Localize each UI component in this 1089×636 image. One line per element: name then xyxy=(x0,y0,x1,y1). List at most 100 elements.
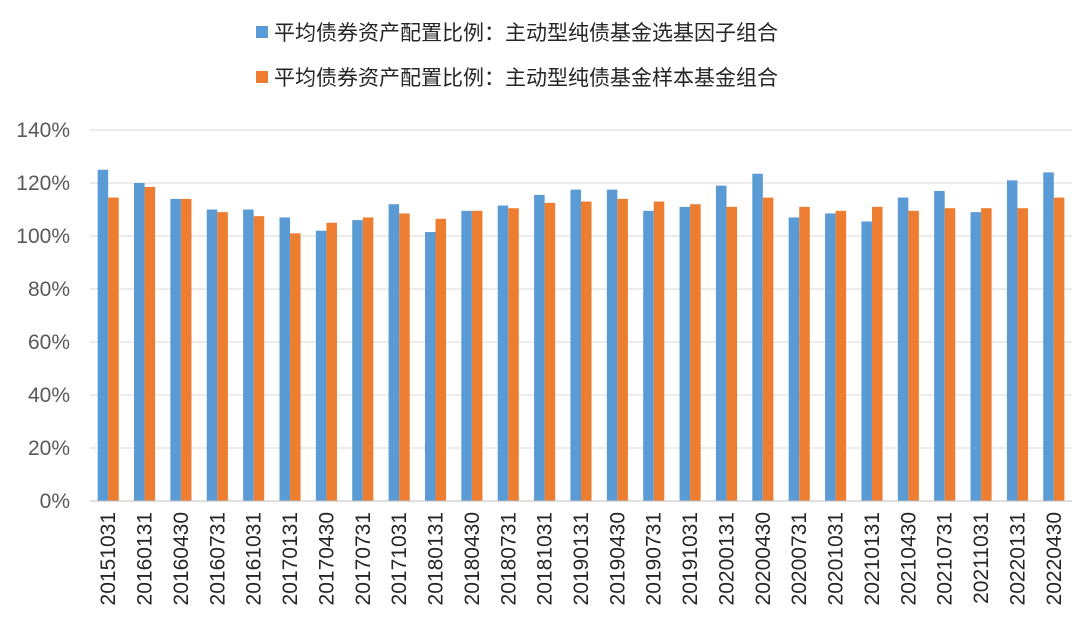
bar-series-1 xyxy=(170,198,181,501)
legend: 平均债券资产配置比例：主动型纯债基金选基因子组合 平均债券资产配置比例：主动型纯… xyxy=(256,21,778,90)
x-tick-label: 20191031 xyxy=(679,512,702,605)
x-tick-label: 20171031 xyxy=(388,512,411,605)
x-tick-label: 20220131 xyxy=(1006,512,1029,605)
x-axis: 20151031 20160131 20160430 20160731 20161031… xyxy=(97,512,1066,605)
bar-series-1 xyxy=(1006,180,1018,501)
bar-series-2 xyxy=(871,206,883,501)
y-tick-label: 120% xyxy=(16,172,70,195)
x-tick-label: 20180731 xyxy=(497,512,520,605)
y-tick-label: 20% xyxy=(28,437,70,460)
bar-series-1 xyxy=(534,194,545,501)
bars xyxy=(97,169,1065,502)
x-tick-label: 20201031 xyxy=(825,512,848,605)
bar-series-1 xyxy=(606,189,618,502)
x-tick-label: 20181031 xyxy=(534,512,557,605)
bar-series-1 xyxy=(388,204,400,501)
bar-series-1 xyxy=(497,205,509,501)
x-tick-label: 20220430 xyxy=(1043,512,1066,605)
legend-swatch-series-1 xyxy=(256,26,268,38)
bar-series-2 xyxy=(399,213,410,501)
bar-series-1 xyxy=(570,189,581,502)
x-tick-label: 20190430 xyxy=(606,512,629,605)
x-tick-label: 20190731 xyxy=(643,512,666,605)
bar-series-2 xyxy=(653,201,665,502)
bar-series-1 xyxy=(352,220,363,501)
bar-series-1 xyxy=(134,183,145,501)
x-tick-label: 20200131 xyxy=(715,512,738,605)
y-tick-label: 80% xyxy=(28,278,70,301)
bar-series-2 xyxy=(690,204,701,501)
bar-series-2 xyxy=(290,233,301,501)
bar-series-1 xyxy=(279,217,291,501)
bar-series-2 xyxy=(1017,208,1028,501)
bar-series-1 xyxy=(461,210,472,501)
bar-series-2 xyxy=(726,206,738,501)
bar-series-1 xyxy=(1043,172,1054,501)
bar-series-2 xyxy=(144,186,156,502)
bar-series-2 xyxy=(799,206,810,501)
bar-series-2 xyxy=(108,197,119,501)
y-tick-label: 60% xyxy=(28,331,70,354)
bar-series-2 xyxy=(944,208,956,501)
bar-series-2 xyxy=(835,210,847,501)
bar-series-1 xyxy=(679,206,691,501)
x-tick-label: 20200731 xyxy=(788,512,811,605)
bar-series-2 xyxy=(471,210,483,501)
legend-swatch-series-2 xyxy=(256,71,268,83)
x-tick-label: 20210430 xyxy=(897,512,920,605)
y-tick-label: 100% xyxy=(16,225,70,248)
x-tick-label: 20151031 xyxy=(97,512,120,605)
x-tick-label: 20211031 xyxy=(970,512,993,604)
x-tick-label: 20210131 xyxy=(861,512,884,605)
x-tick-label: 20180430 xyxy=(461,512,484,605)
legend-entry-series-2: 平均债券资产配置比例：主动型纯债基金样本基金组合 xyxy=(256,66,778,90)
legend-label-series-2: 平均债券资产配置比例：主动型纯债基金样本基金组合 xyxy=(274,66,778,90)
bar-series-1 xyxy=(243,209,254,501)
x-tick-label: 20161031 xyxy=(243,512,266,605)
x-tick-label: 20210731 xyxy=(934,512,957,605)
x-tick-label: 20170731 xyxy=(352,512,375,605)
bar-series-1 xyxy=(715,185,727,501)
bar-series-2 xyxy=(617,198,628,501)
bar-series-2 xyxy=(217,212,228,501)
bar-series-1 xyxy=(897,197,909,501)
bar-series-2 xyxy=(981,208,992,501)
y-tick-label: 40% xyxy=(28,384,70,407)
bar-series-2 xyxy=(581,201,592,502)
bar-series-1 xyxy=(97,169,109,501)
bar-series-1 xyxy=(788,217,800,501)
bar-series-2 xyxy=(253,216,265,502)
bar-series-1 xyxy=(424,232,436,501)
bar-series-1 xyxy=(752,173,763,502)
bar-series-1 xyxy=(825,213,836,501)
bar-series-2 xyxy=(435,218,447,501)
bar-series-1 xyxy=(970,212,982,501)
bar-series-1 xyxy=(861,221,872,501)
bar-series-2 xyxy=(508,208,519,501)
x-tick-label: 20170430 xyxy=(315,512,338,605)
y-tick-label: 140% xyxy=(16,119,70,142)
x-tick-label: 20160430 xyxy=(170,512,193,605)
x-tick-label: 20190131 xyxy=(570,512,593,605)
bar-series-2 xyxy=(762,197,774,501)
x-tick-label: 20180131 xyxy=(425,512,448,605)
bar-series-1 xyxy=(934,190,945,501)
bar-series-2 xyxy=(1053,197,1065,501)
legend-entry-series-1: 平均债券资产配置比例：主动型纯债基金选基因子组合 xyxy=(256,21,778,45)
x-tick-label: 20170131 xyxy=(279,512,302,605)
x-tick-label: 20160131 xyxy=(134,512,157,605)
bar-series-1 xyxy=(643,210,654,501)
y-axis: 0% 20% 40% 60% 80% 100% 120% 140% xyxy=(16,119,70,513)
bar-series-2 xyxy=(326,222,337,501)
x-tick-label: 20160731 xyxy=(206,512,229,605)
y-tick-label: 0% xyxy=(40,490,70,513)
bar-series-2 xyxy=(544,202,556,502)
x-tick-label: 20200430 xyxy=(752,512,775,605)
legend-label-series-1: 平均债券资产配置比例：主动型纯债基金选基因子组合 xyxy=(274,21,778,45)
bar-series-1 xyxy=(315,230,327,501)
bar-series-1 xyxy=(206,209,218,501)
bar-series-2 xyxy=(180,198,192,501)
bar-series-2 xyxy=(908,210,919,501)
bar-series-2 xyxy=(362,217,374,501)
